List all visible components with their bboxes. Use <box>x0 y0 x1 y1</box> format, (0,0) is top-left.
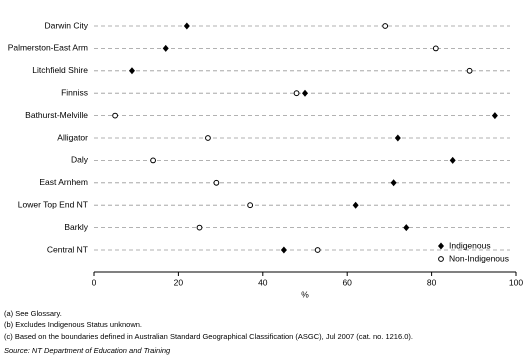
x-tick-label: 40 <box>258 277 268 287</box>
x-tick-label: 20 <box>174 277 184 287</box>
category-label: Lower Top End NT <box>18 199 88 209</box>
category-label: Daly <box>71 155 89 165</box>
footnote: (b) Excludes Indigenous Status unknown. <box>4 320 142 329</box>
dot-indigenous <box>162 44 169 52</box>
x-tick-label: 60 <box>342 277 352 287</box>
category-label: Darwin City <box>45 20 89 30</box>
dot-indigenous <box>128 67 135 75</box>
x-tick-label: 0 <box>92 277 97 287</box>
category-label: East Arnhem <box>39 177 88 187</box>
category-label: Litchfield Shire <box>32 65 88 75</box>
dot-non-indigenous <box>112 112 118 119</box>
dot-non-indigenous <box>432 45 439 52</box>
source: Source: NT Department of Education and T… <box>4 346 171 355</box>
x-tick-label: 80 <box>427 277 437 287</box>
dot-non-indigenous <box>314 247 321 253</box>
dot-non-indigenous <box>150 157 156 164</box>
dot-indigenous <box>302 89 308 97</box>
dot-non-indigenous <box>213 179 220 186</box>
category-label: Finniss <box>61 87 88 97</box>
dot-indigenous <box>394 134 401 142</box>
legend-label: Indigenous <box>449 240 491 250</box>
x-tick-label: 100 <box>509 277 523 287</box>
dot-indigenous <box>449 156 456 164</box>
dot-indigenous <box>390 179 397 187</box>
dot-non-indigenous <box>293 90 300 97</box>
footnote: (a) See Glossary. <box>4 309 62 318</box>
category-label: Bathurst-Melville <box>25 110 88 120</box>
x-axis-label: % <box>301 289 309 299</box>
legend-marker <box>438 242 444 250</box>
dot-non-indigenous <box>382 23 389 29</box>
dot-non-indigenous <box>196 224 203 231</box>
dot-non-indigenous <box>205 135 211 141</box>
category-label: Barkly <box>64 222 88 232</box>
dot-non-indigenous <box>247 202 254 209</box>
category-label: Central NT <box>47 244 88 254</box>
category-label: Alligator <box>57 132 88 142</box>
dot-indigenous <box>491 112 498 120</box>
dot-indigenous <box>280 246 287 254</box>
dot-indigenous <box>352 201 359 209</box>
category-label: Palmerston-East Arm <box>8 43 88 53</box>
dot-indigenous <box>183 22 190 30</box>
legend-label: Non-Indigenous <box>449 253 509 263</box>
footnote: (c) Based on the boundaries defined in A… <box>4 332 413 341</box>
legend-marker <box>438 256 444 262</box>
dot-non-indigenous <box>466 67 473 74</box>
dot-indigenous <box>403 224 410 232</box>
